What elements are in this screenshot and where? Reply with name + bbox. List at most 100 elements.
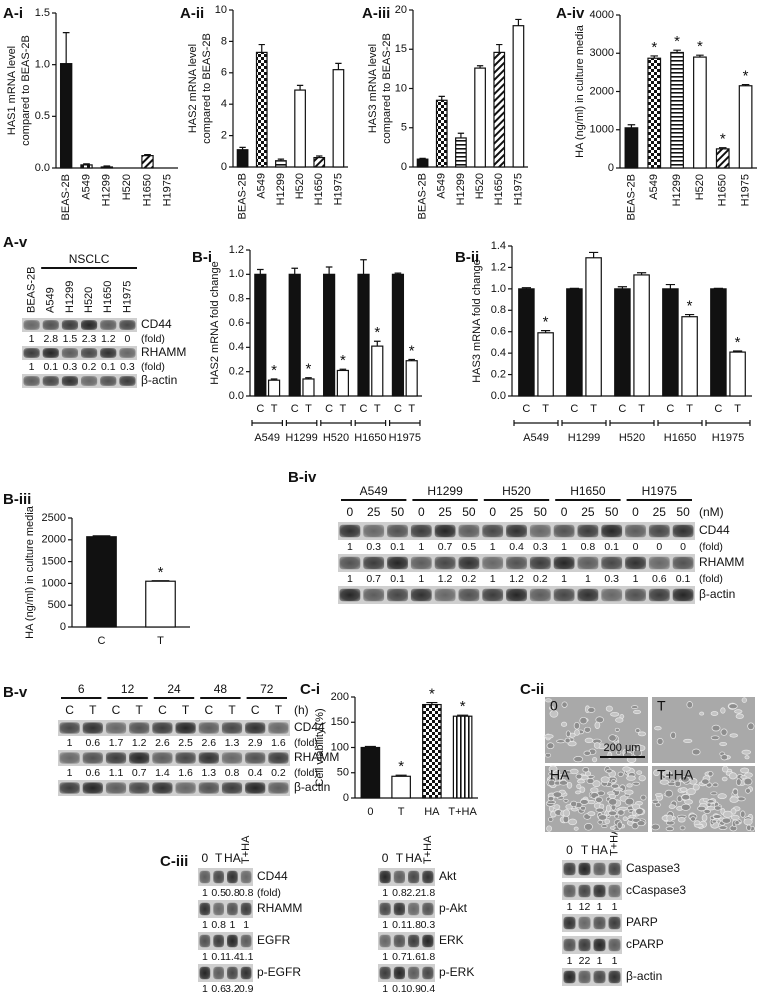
error-bar [696, 54, 704, 58]
lane-unit: (nM) [699, 505, 724, 519]
series-label: T [305, 403, 312, 415]
lane-label: T+HA [240, 835, 252, 864]
error-bar [239, 146, 246, 150]
error-bar [476, 65, 484, 69]
scale-bar-label: 200 μm [604, 742, 641, 754]
cell [734, 709, 743, 714]
fold-value: 2.8 [43, 333, 58, 345]
fold-value: 1.7 [109, 737, 124, 749]
y-tick-label: 1500 [42, 556, 66, 568]
series-label: T [590, 403, 597, 415]
cell [653, 769, 660, 777]
cell [597, 819, 603, 825]
group-label: A549 [254, 432, 280, 444]
blot-band [42, 348, 59, 358]
cell [624, 797, 635, 806]
lane-label: 0 [418, 505, 425, 519]
series-label: T [686, 403, 693, 415]
row-label: CD44 [257, 869, 288, 883]
blot-band [563, 884, 576, 898]
fold-value: 0.6 [211, 983, 226, 995]
cell [582, 767, 590, 773]
error-bar [257, 268, 264, 275]
cell [568, 818, 578, 826]
blot-band [23, 376, 40, 386]
error-bar [360, 259, 367, 275]
cell [680, 776, 690, 783]
bar [141, 155, 154, 169]
blot-band [422, 870, 434, 884]
group-bracket [705, 420, 751, 426]
cell [552, 791, 563, 798]
fold-value: 1.6 [406, 951, 421, 963]
fold-value: 1.2 [132, 737, 147, 749]
cell [719, 741, 727, 747]
error-bar [426, 701, 438, 705]
cell [624, 789, 634, 795]
lane-label: 0 [632, 505, 639, 519]
blot-band [240, 966, 252, 980]
error-bar [457, 714, 469, 717]
error-bar [636, 272, 647, 275]
cell [608, 793, 617, 799]
cell [545, 698, 552, 703]
fold-value: 0.2 [271, 767, 286, 779]
cell [668, 804, 676, 809]
blot-band [245, 782, 266, 794]
group-label: H520 [502, 484, 531, 498]
cell [616, 821, 623, 829]
blot-band [199, 870, 211, 884]
group-label: H1299 [568, 432, 600, 444]
lane-label: H1975 [121, 281, 133, 313]
panel-label: B-iii [3, 491, 31, 508]
y-tick-label: 0.4 [491, 347, 506, 359]
blot-band [227, 934, 238, 948]
cell [586, 777, 595, 784]
fold-value: 1 [202, 919, 208, 931]
cell [590, 787, 599, 793]
image-label: HA [550, 767, 570, 783]
cell [683, 738, 693, 744]
cell [667, 781, 676, 787]
blot-background [562, 914, 622, 932]
fold-value: 1 [243, 919, 249, 931]
fold-value: 22 [579, 955, 591, 967]
y-tick-label: 0 [343, 792, 349, 804]
cell [544, 752, 552, 758]
cell [592, 756, 598, 763]
cell [690, 816, 696, 822]
cell [592, 780, 601, 788]
error-bar [92, 535, 111, 537]
cell [664, 789, 673, 798]
group-label: A549 [360, 484, 388, 498]
significance-mark: * [687, 298, 693, 315]
cell [564, 770, 572, 775]
fold-value: 0.4 [248, 767, 263, 779]
cell [659, 779, 670, 785]
lane-label: T [275, 703, 283, 717]
blot-band [61, 348, 78, 358]
blot-band [408, 966, 420, 980]
bar [518, 288, 535, 397]
row-label: p-Akt [439, 901, 468, 915]
group-bracket [320, 420, 352, 426]
blot-background [562, 968, 622, 986]
row-label: PARP [626, 915, 658, 929]
bar [100, 166, 114, 169]
fold-value: 0.1 [392, 919, 407, 931]
y-tick-label: 0 [60, 621, 66, 633]
fold-value: 0.4 [421, 983, 436, 995]
lane-label: 0 [202, 851, 209, 865]
fold-value: 0.6 [85, 767, 100, 779]
blot-band [105, 752, 127, 764]
group-bracket [285, 420, 318, 426]
blot-band [152, 722, 173, 734]
blot-band [59, 752, 80, 764]
cell [548, 779, 556, 787]
lane-label: T [396, 851, 404, 865]
row-label: cPARP [626, 937, 664, 951]
row-label: RHAMM [141, 345, 186, 359]
error-bar [713, 287, 724, 289]
cell [553, 804, 561, 810]
error-bar [144, 153, 151, 156]
